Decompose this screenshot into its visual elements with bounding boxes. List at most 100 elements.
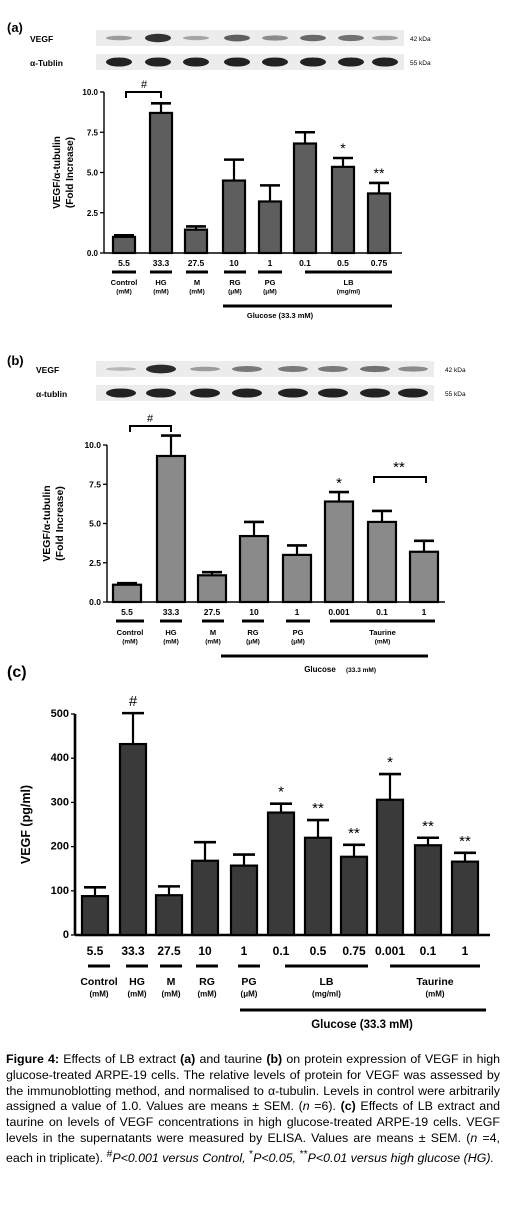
category-label: 0.1 xyxy=(376,607,388,617)
group-label: Control xyxy=(80,976,117,988)
group-label: LB xyxy=(344,278,355,287)
bar xyxy=(229,864,259,937)
blot-band xyxy=(398,388,428,398)
bar xyxy=(450,860,480,937)
bar xyxy=(80,895,110,937)
group-unit: (mg/ml) xyxy=(312,990,341,999)
category-label: 5.5 xyxy=(121,607,133,617)
y-tick-label: 5.0 xyxy=(89,519,101,529)
y-axis-label: VEGF/α-tubulin xyxy=(52,136,63,209)
blot-band xyxy=(232,366,262,372)
bar xyxy=(155,454,187,604)
y-tick-label: 2.5 xyxy=(89,558,101,568)
y-axis-label-2: (Fold Increase) xyxy=(65,137,76,208)
blot-band xyxy=(360,388,390,398)
group-label: PG xyxy=(265,278,276,287)
blot-band xyxy=(190,388,220,398)
bar xyxy=(196,574,228,604)
group-unit: (mM) xyxy=(161,990,180,999)
blot-band xyxy=(106,57,132,67)
blot-band xyxy=(360,365,390,373)
group-label: LB xyxy=(320,976,334,988)
bar xyxy=(118,742,148,937)
group-label: RG xyxy=(229,278,240,287)
significance-mark: * xyxy=(340,140,346,156)
category-label: 33.3 xyxy=(163,607,180,617)
bar xyxy=(221,179,247,255)
category-label: 10 xyxy=(249,607,259,617)
significance-bracket-2 xyxy=(373,476,427,483)
group-unit: (mM) xyxy=(116,289,132,296)
group-unit: (μM) xyxy=(263,289,277,296)
group-label: M xyxy=(194,278,200,287)
bar xyxy=(266,811,296,937)
bar xyxy=(148,111,174,255)
bar xyxy=(330,165,356,255)
blot-size-label: 42 kDa xyxy=(410,36,431,43)
significance-mark: * xyxy=(387,754,393,771)
group-label: Taurine xyxy=(369,628,396,637)
blot-band xyxy=(398,366,428,372)
significance-mark: ** xyxy=(459,833,471,850)
blot-band xyxy=(262,57,288,67)
category-label: 27.5 xyxy=(204,607,221,617)
blot-band xyxy=(372,57,398,67)
bar xyxy=(375,798,405,937)
blot-band xyxy=(146,364,176,374)
blot-band xyxy=(145,33,171,43)
category-label: 0.75 xyxy=(342,944,366,958)
y-tick-label: 500 xyxy=(51,708,69,720)
category-label: 0.5 xyxy=(310,944,327,958)
group-label: M xyxy=(210,628,216,637)
category-label: 0.5 xyxy=(337,258,349,268)
group-label: PG xyxy=(293,628,304,637)
blot-band xyxy=(318,366,348,372)
y-tick-label: 100 xyxy=(51,885,69,897)
category-label: 1 xyxy=(268,258,273,268)
y-tick-label: 2.5 xyxy=(87,209,99,218)
significance-mark: ** xyxy=(374,165,385,181)
blot-row-label: α-Tublin xyxy=(30,58,63,68)
group-unit: (mM) xyxy=(205,639,221,646)
category-label: 0.1 xyxy=(273,944,290,958)
blot-row-label: VEGF xyxy=(36,365,59,375)
group-unit: (mM) xyxy=(163,639,179,646)
blot-size-label: 42 kDa xyxy=(445,367,466,374)
significance-mark: # xyxy=(129,693,138,710)
blot-band xyxy=(106,388,136,398)
blot-strip xyxy=(96,361,434,377)
panel-label: (a) xyxy=(7,20,23,35)
group-unit: (mM) xyxy=(153,289,169,296)
blot-band xyxy=(372,35,398,41)
group-unit: (mM) xyxy=(122,639,138,646)
category-label: 5.5 xyxy=(118,258,130,268)
y-axis-label-2: (Fold Increase) xyxy=(54,486,66,561)
blot-row-label: VEGF xyxy=(30,34,53,44)
blot-band xyxy=(338,57,364,67)
blot-band xyxy=(145,57,171,67)
y-tick-label: 0 xyxy=(63,929,69,941)
panel-label: (c) xyxy=(7,664,27,681)
group-unit: (mM) xyxy=(197,990,216,999)
group-unit: (μM) xyxy=(246,639,260,646)
blot-band xyxy=(232,388,262,398)
y-axis-label: VEGF (pg/ml) xyxy=(19,785,33,864)
bar xyxy=(408,550,440,604)
figure-caption: Figure 4: Effects of LB extract (a) and … xyxy=(6,1052,500,1165)
bar xyxy=(183,228,209,255)
caption-figure-label: Figure 4: xyxy=(6,1052,60,1066)
blot-band xyxy=(183,57,209,67)
significance-mark: * xyxy=(278,784,284,801)
category-label: 0.001 xyxy=(375,944,405,958)
bracket-label: # xyxy=(147,413,154,425)
bar xyxy=(413,844,443,937)
panel-c: (c) 0 100 200 300 400 500 VEGF (pg/ml) 5.5 #33.3 2… xyxy=(7,664,490,1031)
significance-mark: * xyxy=(336,475,342,492)
bar xyxy=(257,200,283,255)
category-label: 10 xyxy=(198,944,212,958)
category-label: 1 xyxy=(462,944,469,958)
blot-band xyxy=(224,34,250,42)
blot-band xyxy=(278,388,308,398)
category-label: 1 xyxy=(241,944,248,958)
group-unit: (μM) xyxy=(228,289,242,296)
